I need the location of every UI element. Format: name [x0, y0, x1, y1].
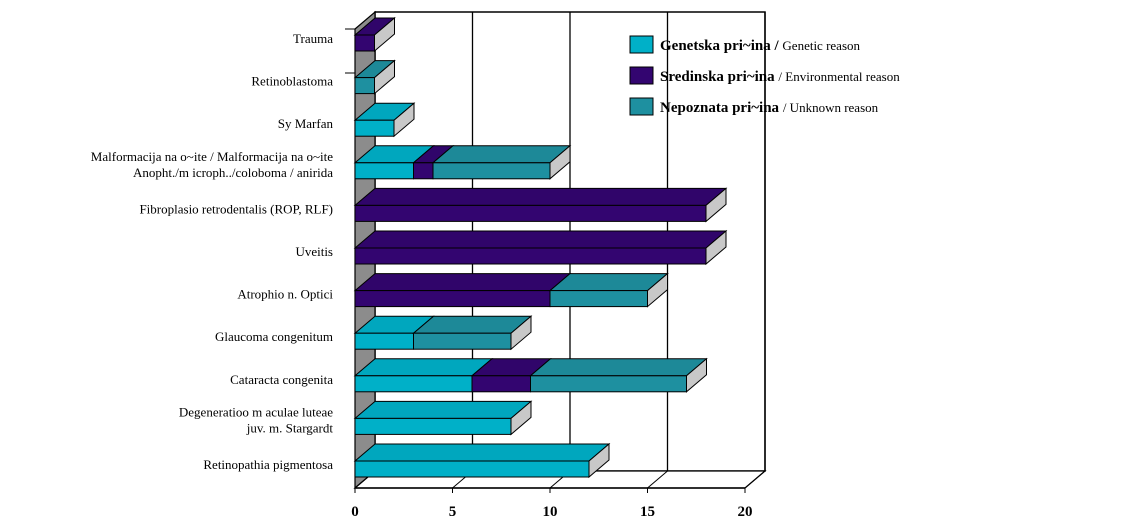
bar-end-face — [393, 102, 415, 138]
bar-segment-environmental — [354, 204, 707, 222]
bar-end-face — [705, 187, 727, 223]
x-tick-label: 10 — [543, 504, 558, 520]
category-label: juv. m. Stargardt — [246, 420, 334, 435]
category-label: Retinoblastoma — [251, 74, 333, 89]
category-labels: Trauma Retinoblastoma Sy Marfan Malformacij… — [91, 31, 334, 472]
legend-entry-unknown: Nepoznata pri~ina / Unknown reason — [660, 100, 879, 116]
bar-segment-top — [529, 358, 708, 377]
bar-group — [353, 400, 533, 436]
legend-sub-label: / Unknown reason — [783, 100, 879, 115]
bar-end-face — [647, 272, 668, 308]
bar-segment-top — [353, 400, 533, 419]
bar-segment-unknown — [432, 162, 551, 180]
bar-group — [353, 357, 708, 393]
legend-main-label: Genetska pri~ina / — [660, 38, 782, 54]
bar-segment-top — [353, 443, 611, 462]
bar-end-face — [705, 229, 727, 266]
bar-end-face — [549, 144, 571, 180]
x-tick-label: 0 — [351, 504, 359, 520]
bar-segment-genetic — [354, 460, 590, 478]
bar-end-face — [510, 315, 532, 351]
category-label: Retinopathia pigmentosa — [203, 457, 333, 472]
legend-entry-environmental: Sredinska pri~ina / Environmental reason — [660, 69, 900, 85]
bar-segment-environmental — [354, 34, 375, 52]
floor-gridline — [744, 470, 766, 489]
bar-group — [353, 102, 416, 138]
category-label: Uveitis — [295, 244, 333, 259]
category-label: Degeneratioo m aculae luteae — [179, 404, 333, 419]
bar-segment-environmental — [413, 162, 434, 180]
legend-swatch-genetic — [629, 35, 654, 54]
bar-segment-top — [353, 187, 728, 206]
bar-end-face — [374, 59, 395, 95]
bar-segment-environmental — [471, 375, 531, 393]
x-tick-label: 5 — [449, 504, 457, 520]
legend-sub-label: / Environmental reason — [778, 69, 900, 84]
category-label: Anopht./m icroph../coloboma / anirida — [133, 165, 333, 180]
category-label: Sy Marfan — [278, 116, 334, 131]
legend-entry-genetic: Genetska pri~ina / Genetic reason — [660, 38, 861, 54]
bar-segment-top — [353, 230, 728, 249]
bar-segment-genetic — [354, 375, 473, 393]
category-label: Glaucoma congenitum — [215, 329, 333, 344]
bar-segment-top — [353, 358, 494, 377]
x-tick-label: 15 — [640, 504, 655, 520]
bar-segment-top — [431, 145, 572, 164]
bar-segment-environmental — [354, 290, 551, 308]
bar-end-face — [510, 400, 532, 436]
category-label: Atrophio n. Optici — [237, 287, 333, 302]
bar-segment-top — [353, 273, 572, 292]
bar-group — [353, 59, 396, 95]
bars — [353, 16, 728, 479]
legend-swatch-environmental — [629, 66, 654, 85]
bar-segment-unknown — [413, 332, 512, 350]
category-label: Fibroplasio retrodentalis (ROP, RLF) — [139, 201, 333, 216]
bar-group — [353, 229, 728, 266]
x-tick-label: 20 — [738, 504, 753, 520]
x-axis: 0 5 10 15 20 — [351, 504, 752, 520]
bar-group — [353, 16, 396, 53]
bar-group — [353, 442, 611, 479]
bar-segment-genetic — [354, 162, 414, 180]
bar-segment-unknown — [354, 77, 375, 95]
bar-end-face — [686, 357, 707, 393]
bar-segment-environmental — [354, 247, 707, 265]
legend-main-label: Sredinska pri~ina — [660, 69, 778, 85]
bar-segment-genetic — [354, 332, 414, 350]
floor-gridline — [647, 470, 668, 489]
bar-group — [353, 272, 669, 308]
bar-segment-unknown — [530, 375, 687, 393]
category-label: Cataracta congenita — [230, 372, 333, 387]
category-label: Trauma — [293, 31, 333, 46]
bar-segment-genetic — [354, 417, 512, 435]
bar-segment-genetic — [354, 119, 395, 137]
legend-swatch-unknown — [629, 97, 654, 116]
bar-group — [353, 187, 728, 223]
legend-main-label: Nepoznata pri~ina — [660, 100, 783, 116]
bar-end-face — [588, 442, 610, 479]
bar-group — [353, 144, 572, 180]
legend: Genetska pri~ina / Genetic reason Sredins… — [629, 35, 900, 116]
legend-sub-label: Genetic reason — [782, 38, 860, 53]
category-label: Malformacija na o~ite / Malformacija na … — [91, 149, 333, 164]
bar-end-face — [374, 16, 395, 53]
bar-group — [353, 315, 533, 351]
bar-segment-unknown — [549, 290, 648, 308]
